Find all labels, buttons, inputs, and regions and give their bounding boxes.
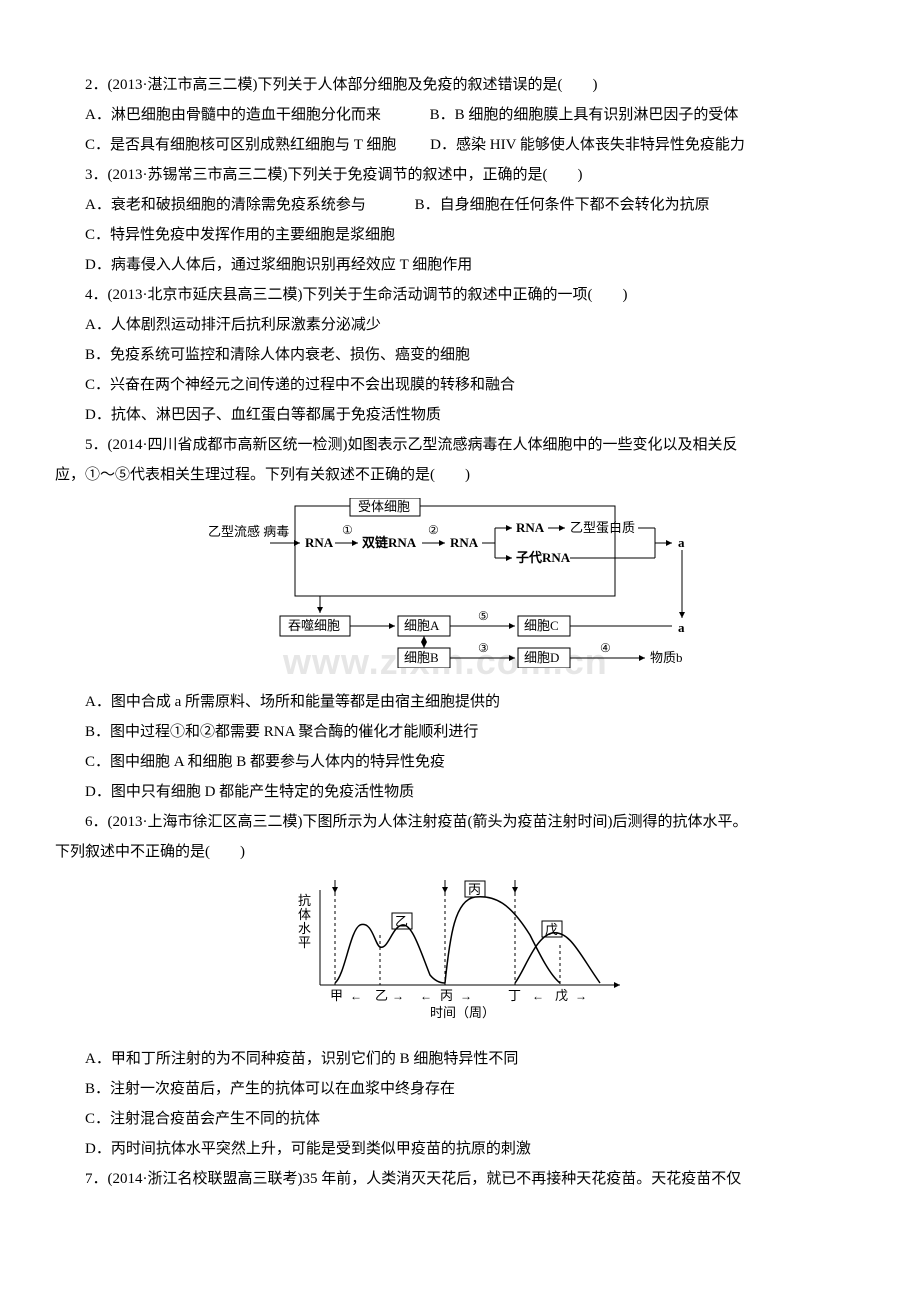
q2-stem: 2．(2013·湛江市高三二模)下列关于人体部分细胞及免疫的叙述错误的是( ): [55, 70, 865, 100]
d-cellD: 细胞D: [524, 650, 559, 665]
q2-row2: C．是否具有细胞核可区别成熟红细胞与 T 细胞 D．感染 HIV 能够使人体丧失…: [55, 130, 865, 160]
c-mark-yi: 乙: [395, 914, 408, 929]
q3-optD: D．病毒侵入人体后，通过浆细胞识别再经效应 T 细胞作用: [55, 250, 865, 280]
d-phago: 吞噬细胞: [288, 618, 340, 633]
q3-optA: A．衰老和破损细胞的清除需免疫系统参与: [85, 197, 366, 213]
c-seg-yi: 乙: [375, 988, 388, 1003]
d-rna2: RNA: [450, 535, 479, 550]
d-a: a: [678, 535, 685, 550]
d-protein: 乙型蛋白质: [570, 520, 635, 535]
d-receptor: 受体细胞: [358, 499, 410, 514]
q6-chart: 抗体水平 乙: [55, 875, 865, 1036]
d-a2: a: [678, 620, 685, 635]
d-b: 物质b: [650, 650, 683, 665]
svg-text:→: →: [575, 989, 587, 1003]
q2-row1: A．淋巴细胞由骨髓中的造血干细胞分化而来 B．B 细胞的细胞膜上具有识别淋巴因子…: [55, 100, 865, 130]
svg-text:←: ←: [532, 989, 544, 1003]
q3-optB: B．自身细胞在任何条件下都不会转化为抗原: [415, 197, 710, 213]
q3-row1: A．衰老和破损细胞的清除需免疫系统参与 B．自身细胞在任何条件下都不会转化为抗原: [55, 190, 865, 220]
q7-stem: 7．(2014·浙江名校联盟高三联考)35 年前，人类消灭天花后，就已不再接种天…: [55, 1164, 865, 1194]
q6-stem2: 下列叙述中不正确的是( ): [55, 837, 865, 867]
q5-diagram: 乙型流感 病毒 受体细胞 RNA ① 双链RNA ② RNA RNA 乙型: [55, 498, 865, 679]
d-cellC: 细胞C: [524, 618, 559, 633]
q5-stem2: 应，①～⑤代表相关生理过程。下列有关叙述不正确的是( ): [55, 460, 865, 490]
document-body: 2．(2013·湛江市高三二模)下列关于人体部分细胞及免疫的叙述错误的是( ) …: [55, 70, 865, 1194]
q5-optC: C．图中细胞 A 和细胞 B 都要参与人体内的特异性免疫: [55, 747, 865, 777]
c-seg-bing: 丙: [440, 988, 453, 1003]
q4-optB: B．免疫系统可监控和清除人体内衰老、损伤、癌变的细胞: [55, 340, 865, 370]
q4-optD: D．抗体、淋巴因子、血红蛋白等都属于免疫活性物质: [55, 400, 865, 430]
q5-optB: B．图中过程①和②都需要 RNA 聚合酶的催化才能顺利进行: [55, 717, 865, 747]
q2-optC: C．是否具有细胞核可区别成熟红细胞与 T 细胞: [85, 137, 396, 153]
q6-stem1: 6．(2013·上海市徐汇区高三二模)下图所示为人体注射疫苗(箭头为疫苗注射时间…: [55, 807, 865, 837]
q6-optA: A．甲和丁所注射的为不同种疫苗，识别它们的 B 细胞特异性不同: [55, 1044, 865, 1074]
q2-optA: A．淋巴细胞由骨髓中的造血干细胞分化而来: [85, 107, 381, 123]
d-dsrna: 双链RNA: [362, 535, 417, 550]
svg-text:←: ←: [350, 989, 362, 1003]
q2-optD: D．感染 HIV 能够使人体丧失非特异性免疫能力: [430, 137, 745, 153]
d-l3: ③: [478, 641, 489, 655]
c-xlabel: 时间（周）: [430, 1005, 495, 1020]
d-l1: ①: [342, 523, 353, 537]
d-l5: ⑤: [478, 609, 489, 623]
svg-text:→: →: [460, 989, 472, 1003]
d-l4: ④: [600, 641, 611, 655]
q3-optC: C．特异性免疫中发挥作用的主要细胞是浆细胞: [55, 220, 865, 250]
d-virus: 乙型流感 病毒: [208, 524, 289, 539]
q4-stem: 4．(2013·北京市延庆县高三二模)下列关于生命活动调节的叙述中正确的一项( …: [55, 280, 865, 310]
q4-optC: C．兴奋在两个神经元之间传递的过程中不会出现膜的转移和融合: [55, 370, 865, 400]
c-seg-wu: 戊: [555, 988, 568, 1003]
svg-text:→: →: [392, 989, 404, 1003]
c-mark-wu: 戊: [545, 922, 558, 937]
q6-optC: C．注射混合疫苗会产生不同的抗体: [55, 1104, 865, 1134]
c-ylabel: 抗体水平: [298, 893, 311, 950]
d-rna3: RNA: [516, 520, 545, 535]
q6-optD: D．丙时间抗体水平突然上升，可能是受到类似甲疫苗的抗原的刺激: [55, 1134, 865, 1164]
q6-optB: B．注射一次疫苗后，产生的抗体可以在血浆中终身存在: [55, 1074, 865, 1104]
d-cellA: 细胞A: [404, 618, 440, 633]
q2-optB: B．B 细胞的细胞膜上具有识别淋巴因子的受体: [430, 107, 739, 123]
q3-stem: 3．(2013·苏锡常三市高三二模)下列关于免疫调节的叙述中，正确的是( ): [55, 160, 865, 190]
d-rna1: RNA: [305, 535, 334, 550]
d-l2: ②: [428, 523, 439, 537]
q5-optD: D．图中只有细胞 D 都能产生特定的免疫活性物质: [55, 777, 865, 807]
c-seg-ding: 丁: [508, 988, 521, 1003]
c-seg-jia: 甲: [330, 988, 343, 1003]
d-cellB: 细胞B: [404, 650, 439, 665]
q5-optA: A．图中合成 a 所需原料、场所和能量等都是由宿主细胞提供的: [55, 687, 865, 717]
c-mark-bing: 丙: [468, 882, 481, 897]
q4-optA: A．人体剧烈运动排汗后抗利尿激素分泌减少: [55, 310, 865, 340]
svg-text:←: ←: [420, 989, 432, 1003]
q5-stem1: 5．(2014·四川省成都市高新区统一检测)如图表示乙型流感病毒在人体细胞中的一…: [55, 430, 865, 460]
d-childrna: 子代RNA: [516, 550, 571, 565]
